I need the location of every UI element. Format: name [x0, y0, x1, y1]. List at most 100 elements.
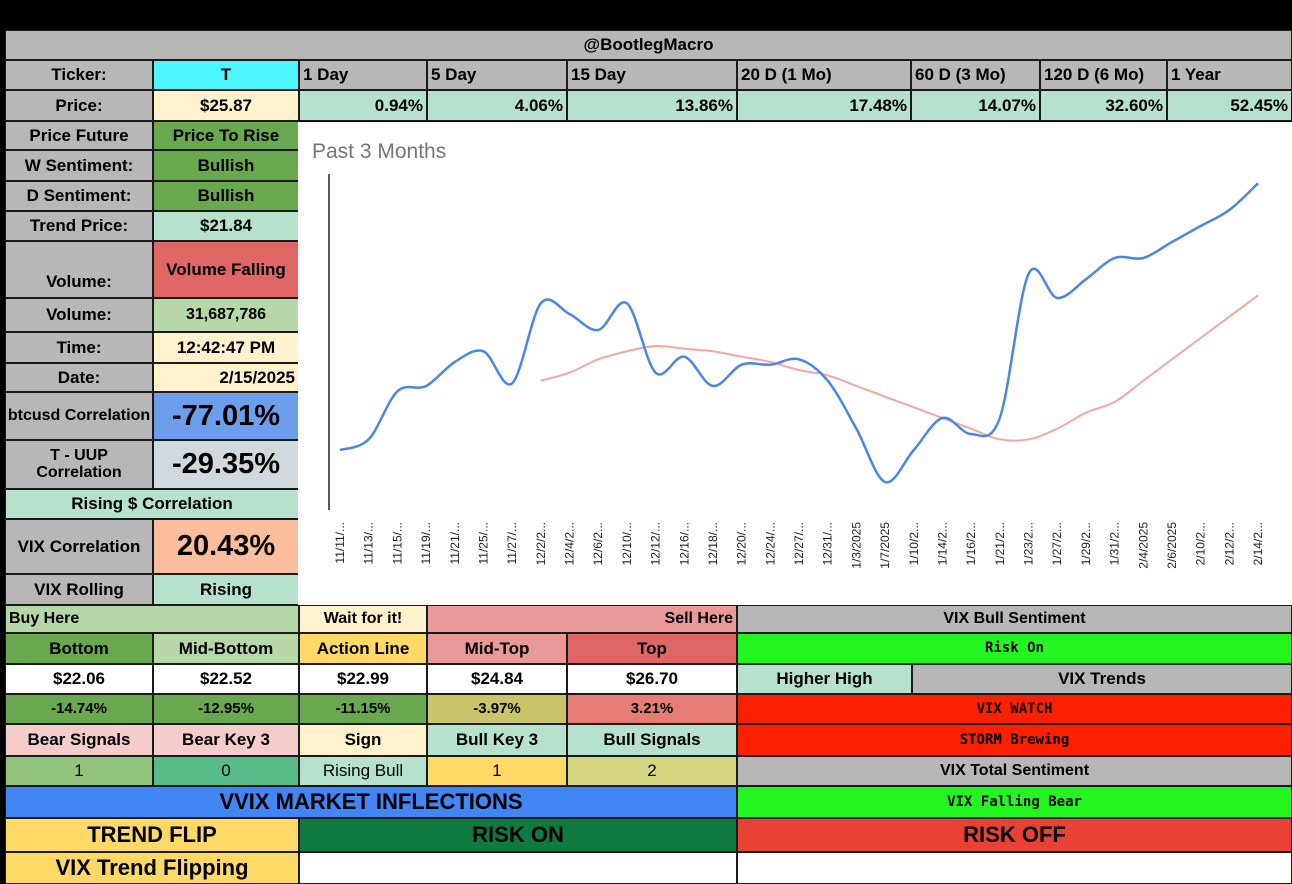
bull-key-label: Bull Key 3	[427, 724, 567, 756]
vix-falling-status: VIX Falling Bear	[737, 786, 1292, 818]
wait-label: Wait for it!	[299, 605, 427, 633]
higher-high-status: Higher High	[737, 664, 912, 694]
w-sentiment-value: Bullish	[153, 150, 299, 181]
price-value: $25.87	[153, 90, 299, 121]
mid-top-value: $24.84	[427, 664, 567, 694]
x-tick-label: 11/15/...	[390, 522, 404, 564]
bottom-value: $22.06	[5, 664, 153, 694]
x-tick-label: 11/19/...	[419, 522, 433, 564]
price-chart: Past 3 Months 11/11/... 11/13/... 11/15/..…	[298, 122, 1292, 605]
x-tick-label: 12/20/...	[735, 522, 749, 565]
volume-value: 31,687,786	[153, 298, 299, 332]
x-tick-label: 11/13/...	[362, 522, 376, 564]
btc-corr-value: -77.01%	[153, 392, 299, 440]
mid-bottom-pct: -12.95%	[153, 694, 299, 724]
x-tick-label: 1/10/2...	[907, 522, 921, 565]
period-header: 1 Year	[1167, 60, 1292, 90]
x-tick-label: 2/4/2025	[1136, 522, 1150, 569]
mid-bottom-label: Mid-Bottom	[153, 633, 299, 664]
bull-signals-label: Bull Signals	[567, 724, 737, 756]
x-tick-label: 11/11/...	[333, 522, 347, 564]
volume-label: Volume:	[5, 298, 153, 332]
period-header: 5 Day	[427, 60, 567, 90]
chart-title: Past 3 Months	[312, 140, 446, 163]
bear-key-value: 0	[153, 756, 299, 786]
x-tick-label: 12/27/...	[792, 522, 806, 565]
top-label: Top	[567, 633, 737, 664]
ticker-label: Ticker:	[5, 60, 153, 90]
change-value: 14.07%	[911, 90, 1040, 121]
uup-corr-value: -29.35%	[153, 440, 299, 489]
vix-corr-value: 20.43%	[153, 519, 299, 574]
period-header: 20 D (1 Mo)	[737, 60, 911, 90]
period-header: 15 Day	[567, 60, 737, 90]
bull-signals-value: 2	[567, 756, 737, 786]
sell-here-label: Sell Here	[427, 605, 737, 633]
mid-bottom-value: $22.52	[153, 664, 299, 694]
x-tick-label: 1/29/2...	[1079, 522, 1093, 565]
x-tick-label: 1/23/2...	[1022, 522, 1036, 565]
empty-cell	[737, 852, 1292, 884]
x-tick-label: 12/16/...	[677, 522, 691, 565]
buy-here-label: Buy Here	[5, 605, 299, 633]
x-tick-label: 12/18/...	[706, 522, 720, 565]
x-tick-label: 1/31/2...	[1108, 522, 1122, 565]
x-tick-label: 1/16/2...	[964, 522, 978, 565]
price-future-label: Price Future	[5, 121, 153, 150]
storm-brewing-status: STORM Brewing	[737, 724, 1292, 756]
x-tick-label: 11/21/...	[448, 522, 462, 564]
vix-rolling-value: Rising	[153, 574, 299, 605]
chart-svg: Past 3 Months 11/11/... 11/13/... 11/15/..…	[312, 140, 1265, 569]
x-tick-label: 2/14/2...	[1251, 522, 1265, 565]
x-tick-label: 2/10/2...	[1194, 522, 1208, 565]
mid-top-label: Mid-Top	[427, 633, 567, 664]
bear-key-label: Bear Key 3	[153, 724, 299, 756]
period-header: 120 D (6 Mo)	[1040, 60, 1167, 90]
ticker-value[interactable]: T	[153, 60, 299, 90]
risk-on-banner: RISK ON	[299, 818, 737, 852]
vix-total-sentiment-label: VIX Total Sentiment	[737, 756, 1292, 786]
empty-cell	[299, 852, 737, 884]
price-series-line	[339, 182, 1259, 484]
x-tick-label: 1/21/2...	[993, 522, 1007, 565]
x-tick-label: 12/10/...	[620, 522, 634, 565]
d-sentiment-label: D Sentiment:	[5, 181, 153, 211]
d-sentiment-value: Bullish	[153, 181, 299, 211]
x-tick-label: 2/6/2025	[1165, 522, 1179, 569]
x-tick-label: 12/6/2...	[591, 522, 605, 565]
x-tick-label: 1/14/2...	[935, 522, 949, 565]
x-tick-label: 2/12/2...	[1222, 522, 1236, 565]
change-value: 13.86%	[567, 90, 737, 121]
bottom-label: Bottom	[5, 633, 153, 664]
vix-trends-label: VIX Trends	[912, 664, 1292, 694]
x-tick-labels: 11/11/... 11/13/... 11/15/... 11/19/... 11/2…	[333, 522, 1265, 569]
vvix-title: VVIX MARKET INFLECTIONS	[5, 786, 737, 818]
volume-trend-label: Volume:	[5, 241, 153, 298]
change-value: 0.94%	[299, 90, 427, 121]
price-future-value: Price To Rise	[153, 121, 299, 150]
mid-top-pct: -3.97%	[427, 694, 567, 724]
bear-signals-value: 1	[5, 756, 153, 786]
trend-price-value: $21.84	[153, 211, 299, 241]
rising-correlation: Rising $ Correlation	[5, 489, 299, 519]
volume-trend-value: Volume Falling	[153, 241, 299, 298]
uup-corr-label: T - UUP Correlation	[5, 440, 153, 489]
chart-series-group	[339, 182, 1259, 484]
btc-corr-label: btcusd Correlation	[5, 392, 153, 440]
change-value: 32.60%	[1040, 90, 1167, 121]
x-tick-label: 1/3/2025	[849, 522, 863, 569]
top-pct: 3.21%	[567, 694, 737, 724]
sign-label: Sign	[299, 724, 427, 756]
risk-on-status: Risk On	[737, 633, 1292, 664]
x-tick-label: 1/27/2...	[1050, 522, 1064, 565]
change-value: 4.06%	[427, 90, 567, 121]
sign-value: Rising Bull	[299, 756, 427, 786]
vix-watch-status: VIX WATCH	[737, 694, 1292, 724]
action-line-label: Action Line	[299, 633, 427, 664]
bottom-pct: -14.74%	[5, 694, 153, 724]
date-value: 2/15/2025	[153, 363, 299, 392]
bull-key-value: 1	[427, 756, 567, 786]
w-sentiment-label: W Sentiment:	[5, 150, 153, 181]
header-title: @BootlegMacro	[5, 30, 1292, 60]
